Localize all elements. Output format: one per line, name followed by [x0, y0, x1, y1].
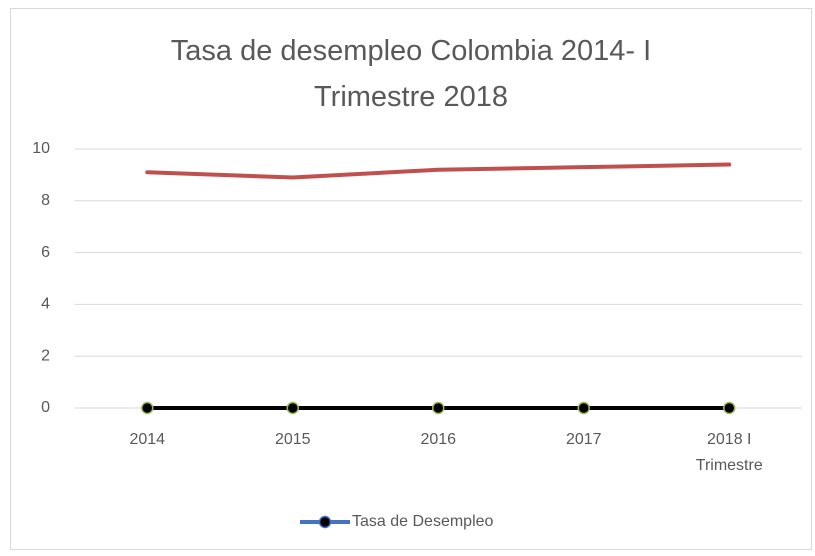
y-tick-label: 2	[41, 347, 50, 364]
marker	[723, 401, 736, 415]
y-tick-label: 4	[41, 296, 50, 313]
y-tick-label: 6	[41, 244, 50, 261]
marker	[286, 401, 299, 415]
series-line	[145, 162, 732, 180]
x-tick-label: 2016	[420, 431, 457, 448]
y-tick-label: 10	[32, 140, 50, 157]
y-tick-label: 8	[41, 192, 50, 209]
x-tick-label: 2014	[129, 431, 166, 448]
marker	[577, 401, 590, 415]
marker	[141, 401, 154, 415]
chart-title-box: Tasa de desempleo Colombia 2014- I Trime…	[10, 28, 812, 120]
legend-label: Tasa de Desempleo	[352, 513, 494, 530]
marker	[432, 401, 445, 415]
legend-marker	[318, 515, 332, 529]
chart-title: Tasa de desempleo Colombia 2014- I Trime…	[170, 35, 652, 113]
chart-border	[10, 8, 812, 550]
y-tick-label: 0	[41, 399, 50, 416]
x-tick-label: 2017	[565, 431, 602, 448]
x-tick-label: 2018 I Trimestre	[695, 431, 763, 474]
x-tick-label: 2015	[274, 431, 311, 448]
